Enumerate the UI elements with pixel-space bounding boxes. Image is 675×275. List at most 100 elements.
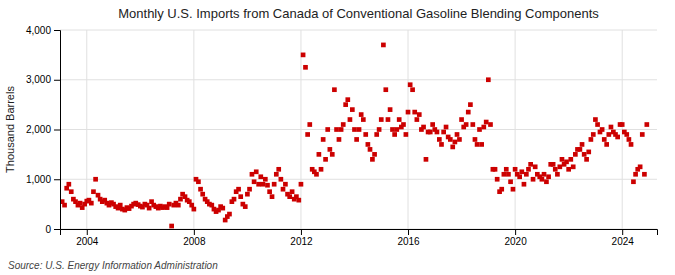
point: [359, 112, 364, 117]
point: [629, 142, 634, 147]
point: [276, 167, 281, 172]
point: [531, 177, 536, 182]
point: [513, 167, 518, 172]
x-tick-label: 2016: [397, 236, 420, 247]
y-tick-mark: [54, 229, 60, 230]
point: [415, 117, 420, 122]
point: [265, 183, 270, 188]
point: [350, 107, 355, 112]
point: [444, 125, 449, 130]
point: [435, 130, 440, 135]
point: [66, 182, 71, 187]
point: [542, 172, 547, 177]
point: [334, 127, 339, 132]
grid-line-x: [193, 30, 194, 229]
grid-line-x: [622, 30, 623, 229]
point: [479, 142, 484, 147]
x-tick-label: 2020: [504, 236, 527, 247]
y-tick-label: 1,000: [26, 174, 51, 185]
point: [441, 130, 446, 135]
point: [390, 127, 395, 132]
point: [439, 142, 444, 147]
y-tick: 3,000: [26, 74, 60, 85]
point: [263, 177, 268, 182]
point: [192, 207, 197, 212]
point: [305, 132, 310, 137]
point: [243, 204, 248, 209]
point: [555, 172, 560, 177]
point: [593, 117, 598, 122]
point: [368, 147, 373, 152]
x-tick-mark: [515, 229, 516, 235]
x-tick-mark: [194, 229, 195, 235]
point: [281, 187, 286, 192]
point: [488, 122, 493, 127]
point: [484, 120, 489, 125]
point: [428, 130, 433, 135]
point: [412, 110, 417, 115]
grid-line-y: [60, 179, 657, 180]
point: [448, 137, 453, 142]
y-axis-line: [54, 31, 61, 230]
point: [421, 125, 426, 130]
y-tick: 1,000: [26, 174, 60, 185]
point: [602, 137, 607, 142]
point: [493, 167, 498, 172]
point: [580, 142, 585, 147]
point: [453, 140, 458, 145]
point: [272, 182, 277, 187]
point: [499, 187, 504, 192]
point: [261, 182, 266, 187]
point: [167, 202, 172, 207]
point: [627, 137, 632, 142]
grid-line-y: [60, 79, 657, 80]
point: [69, 189, 74, 194]
point: [633, 172, 638, 177]
point: [93, 177, 98, 182]
point: [238, 194, 243, 199]
point: [591, 132, 596, 137]
y-axis-title: Thousand Barrels: [4, 86, 16, 173]
point: [227, 212, 232, 217]
point: [62, 203, 67, 208]
point: [578, 147, 583, 152]
point: [323, 157, 328, 162]
x-tick-mark: [87, 229, 88, 235]
point: [606, 132, 611, 137]
point: [267, 189, 272, 194]
point: [343, 102, 348, 107]
point: [557, 164, 562, 169]
title: Monthly U.S. Imports from Canada of Conv…: [118, 6, 599, 21]
point: [258, 174, 263, 179]
point: [279, 177, 284, 182]
point: [466, 110, 471, 115]
point: [91, 189, 96, 194]
x-tick-label: 2008: [183, 236, 206, 247]
point: [522, 182, 527, 187]
chart: 20042008201220162020202401,0002,0003,000…: [0, 0, 675, 275]
point: [430, 122, 435, 127]
point: [417, 112, 422, 117]
point: [339, 127, 344, 132]
point: [457, 137, 462, 142]
point: [582, 152, 587, 157]
point: [470, 122, 475, 127]
x-axis-line: [61, 230, 658, 236]
point: [631, 179, 636, 184]
point: [198, 187, 203, 192]
point: [551, 162, 556, 167]
point: [332, 87, 337, 92]
x-tick: 2020: [504, 229, 527, 247]
point: [406, 110, 411, 115]
point: [564, 159, 569, 164]
point: [638, 164, 643, 169]
point: [526, 167, 531, 172]
point: [644, 122, 649, 127]
point: [533, 164, 538, 169]
point: [455, 132, 460, 137]
point: [245, 192, 250, 197]
point: [301, 53, 306, 58]
y-axis: 01,0002,0003,0004,000: [26, 25, 61, 235]
point: [404, 132, 409, 137]
point: [506, 172, 511, 177]
